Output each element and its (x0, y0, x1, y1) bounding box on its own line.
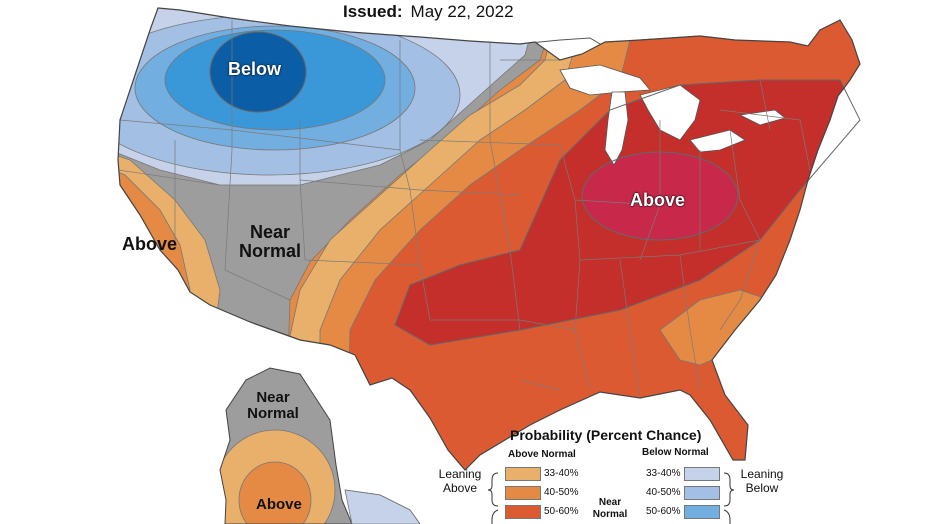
legend-below-swatch (684, 486, 720, 500)
label-near-normal-alaska: Near Normal (247, 389, 299, 422)
legend-leaning-below: Leaning Below (740, 467, 784, 496)
legend-below-range: 40-50% (646, 487, 681, 498)
legend-above-range: 33-40% (544, 468, 579, 479)
legend-above-swatch (505, 505, 541, 519)
legend-below-range: 50-60% (646, 506, 681, 517)
issued-date: May 22, 2022 (410, 2, 514, 21)
label-above-west: Above (122, 234, 178, 254)
legend-above-title: Above Normal (508, 449, 576, 460)
legend-below-swatch (684, 467, 720, 481)
legend-title: Probability (Percent Chance) (510, 427, 702, 443)
label-below: Below (228, 59, 282, 79)
label-above-east: Above (630, 190, 686, 210)
legend-below-title: Below Normal (642, 447, 709, 458)
legend-leaning-above: Leaning Above (438, 467, 482, 496)
legend-above-range: 40-50% (544, 487, 579, 498)
legend-below-range: 33-40% (646, 468, 681, 479)
alaska-outline (219, 367, 353, 524)
issued-line: Issued: May 22, 2022 (343, 2, 514, 22)
legend-below-swatch (684, 505, 720, 519)
legend-above-swatch (505, 467, 541, 481)
alaska-zones (220, 368, 352, 524)
conus-outline (117, 7, 861, 471)
alaska-panhandle-fill (344, 489, 421, 524)
legend-near-title: Near Normal (592, 497, 628, 520)
region-outlines (209, 31, 861, 346)
legend-above-range: 50-60% (544, 506, 579, 517)
label-above-alaska: Above (256, 496, 302, 513)
state-borders (118, 20, 811, 399)
legend-above-swatch (505, 486, 541, 500)
issued-label: Issued: (343, 2, 403, 21)
label-near-normal-west: Near Normal (238, 222, 301, 261)
great-lakes (559, 64, 786, 166)
